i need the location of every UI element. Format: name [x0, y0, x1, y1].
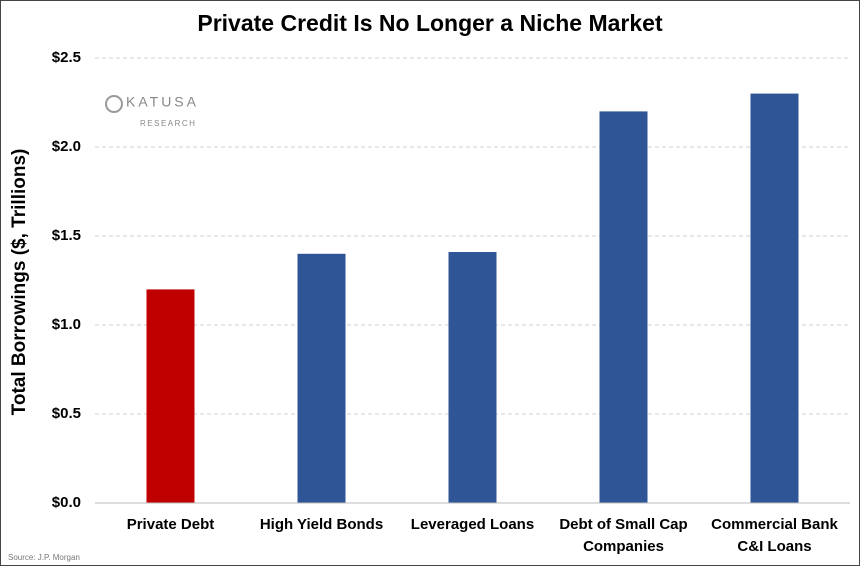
- bar: [750, 93, 799, 503]
- y-axis-label: Total Borrowings ($, Trillions): [9, 149, 30, 416]
- chart-title: Private Credit Is No Longer a Niche Mark…: [197, 10, 663, 36]
- logo: KATUSA RESEARCH: [105, 94, 199, 128]
- y-tick-label: $2.5: [52, 49, 81, 66]
- y-tick-label: $1.5: [52, 227, 81, 244]
- bar: [448, 252, 497, 503]
- y-tick-label: $1.0: [52, 316, 81, 333]
- x-tick-label: Debt of Small Cap Companies: [559, 516, 687, 555]
- source: Source: J.P. Morgan: [8, 553, 80, 562]
- x-tick-label: High Yield Bonds: [260, 516, 383, 533]
- x-tick-label: Commercial Bank C&I Loans: [711, 516, 838, 555]
- y-tick-label: $0.0: [52, 494, 81, 511]
- y-tick-label: $2.0: [52, 138, 81, 155]
- logo-sub: RESEARCH: [140, 119, 196, 128]
- bar: [599, 111, 648, 504]
- y-tick-label: $0.5: [52, 405, 81, 422]
- logo-icon: [105, 95, 123, 113]
- logo-name: KATUSA: [126, 94, 199, 110]
- x-tick-label: Leveraged Loans: [411, 516, 534, 533]
- bar: [297, 253, 346, 503]
- x-tick-label: Private Debt: [127, 516, 215, 533]
- bar: [146, 289, 195, 503]
